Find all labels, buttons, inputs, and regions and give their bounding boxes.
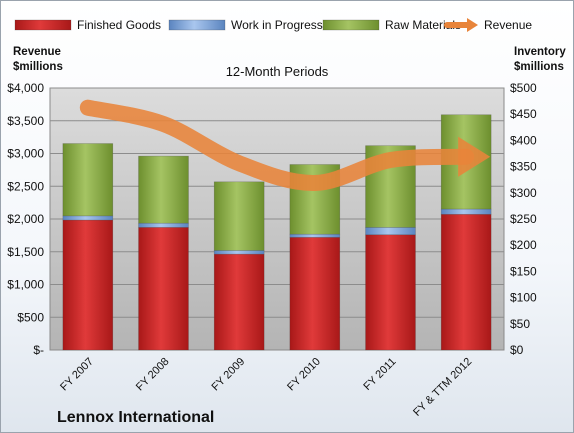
left-axis-tick-label: $2,000 [7, 212, 44, 226]
legend-label: Work in Progress [231, 18, 323, 32]
left-axis-tick-label: $- [33, 343, 44, 357]
left-axis-tick-label: $1,500 [7, 245, 44, 259]
right-axis-tick-label: $200 [510, 238, 537, 252]
bar-finished-goods [62, 219, 114, 351]
right-axis-tick-label: $500 [510, 81, 537, 95]
bar-raw-materials [62, 143, 114, 217]
bar-work-in-progress [62, 215, 114, 221]
legend-arrow-icon [467, 18, 478, 32]
right-axis-title-line2: $millions [514, 61, 564, 73]
legend-swatch [322, 19, 380, 31]
bar-raw-materials [213, 181, 265, 251]
right-axis-tick-label: $250 [510, 212, 537, 226]
category-label: FY 2009 [210, 356, 248, 394]
left-axis-tick-label: $3,000 [7, 147, 44, 161]
bar-raw-materials [138, 155, 189, 224]
bar-work-in-progress [365, 227, 416, 236]
bar-work-in-progress [138, 222, 189, 228]
bar-work-in-progress [440, 208, 492, 215]
right-axis-tick-label: $300 [510, 186, 537, 200]
legend-label: Raw Materials [385, 18, 461, 32]
left-axis-tick-label: $2,500 [7, 179, 44, 193]
right-axis-tick-label: $450 [510, 107, 537, 121]
bar-finished-goods [365, 234, 416, 351]
left-axis-tick-label: $1,000 [7, 278, 44, 292]
bar-work-in-progress [213, 250, 265, 255]
legend-label: Finished Goods [77, 18, 161, 32]
bar-finished-goods [138, 227, 189, 351]
legend-label: Revenue [484, 18, 532, 32]
bar-finished-goods [213, 253, 265, 351]
revenue-line [79, 99, 475, 191]
right-axis-tick-label: $350 [510, 160, 537, 174]
left-axis-title-line1: Revenue [13, 46, 61, 58]
left-axis-title-line2: $millions [13, 61, 63, 73]
legend-swatch [168, 19, 226, 31]
category-label: FY 2008 [134, 356, 172, 394]
category-label: FY 2010 [285, 356, 323, 394]
right-axis-title-line1: Inventory [514, 46, 566, 58]
right-axis-tick-label: $0 [510, 343, 524, 357]
left-axis-tick-label: $500 [17, 310, 44, 324]
revenue-arrowhead [458, 136, 491, 177]
category-label: FY & TTM 2012 [411, 356, 474, 419]
left-axis-tick-label: $4,000 [7, 81, 44, 95]
right-axis-tick-label: $100 [510, 291, 537, 305]
bar-work-in-progress [289, 233, 341, 238]
category-label: FY 2011 [361, 356, 398, 393]
left-axis-tick-label: $3,500 [7, 114, 44, 128]
chart-subtitle: 12-Month Periods [226, 64, 329, 79]
right-axis-tick-label: $150 [510, 264, 537, 278]
bar-finished-goods [440, 213, 492, 351]
bar-finished-goods [289, 237, 341, 351]
legend-swatch [14, 19, 72, 31]
right-axis-tick-label: $50 [510, 317, 530, 331]
company-name: Lennox International [57, 409, 214, 426]
right-axis-tick-label: $400 [510, 133, 537, 147]
category-label: FY 2007 [58, 356, 96, 394]
